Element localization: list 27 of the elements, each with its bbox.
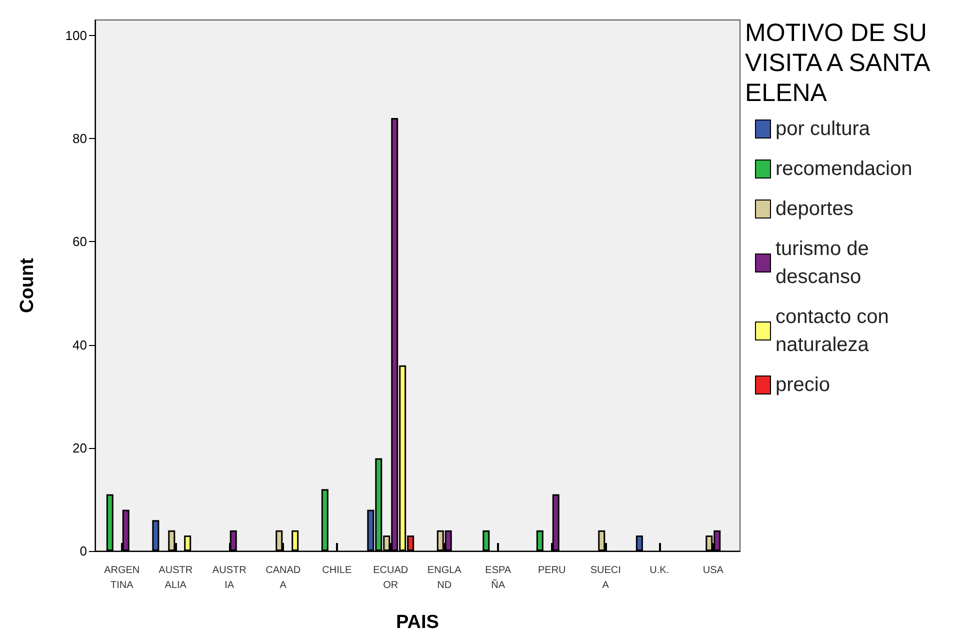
legend-label: deportes [776, 198, 854, 220]
x-tick-label: CANADA [266, 565, 301, 591]
x-tick-label: AUSTRALIA [158, 565, 193, 591]
legend-label: turismo de descanso [776, 238, 874, 288]
legend-label: recomendacion [776, 158, 912, 180]
x-tick-label: CHILE [322, 565, 352, 576]
x-tick-label: U.K. [650, 565, 670, 576]
y-tick-label: 100 [65, 28, 87, 43]
x-tick-label: PERU [538, 565, 566, 576]
y-tick-label: 40 [72, 337, 87, 352]
legend-label: por cultura [776, 118, 871, 140]
x-tick-label: ESPAÑA [485, 565, 512, 591]
legend-label: precio [776, 374, 830, 396]
x-axis-title: PAIS [396, 612, 439, 633]
y-tick-label: 60 [72, 234, 87, 250]
x-tick-label: ECUADOR [373, 565, 408, 591]
legend-title: MOTIVO DE SU VISITA A SANTA ELENA [745, 19, 936, 107]
x-tick-label: AUSTRIA [212, 565, 246, 591]
legend-label: contacto con naturaleza [776, 306, 894, 356]
y-tick-label: 20 [72, 440, 87, 456]
y-tick-label: 0 [80, 544, 87, 558]
x-tick-label: ENGLAND [427, 565, 462, 591]
x-tick-label: SUECIA [590, 565, 621, 591]
y-tick-label: 80 [72, 131, 87, 146]
x-tick-label: ARGENTINA [104, 565, 140, 591]
x-tick-label: USA [702, 565, 724, 576]
y-axis-title: Count [17, 257, 38, 313]
